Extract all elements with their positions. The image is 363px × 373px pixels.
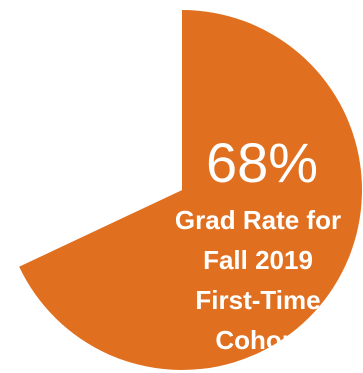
value-label: 68% [206,131,318,194]
pie-slices [1,10,362,370]
pie-slice-1 [19,10,362,370]
caption-line-3: First-Time [195,285,320,315]
caption-line-2: Fall 2019 [203,245,313,275]
caption-line-1: Grad Rate for [175,205,341,235]
caption-line-4: Cohort [215,325,301,355]
pie-slice-2 [1,10,183,267]
